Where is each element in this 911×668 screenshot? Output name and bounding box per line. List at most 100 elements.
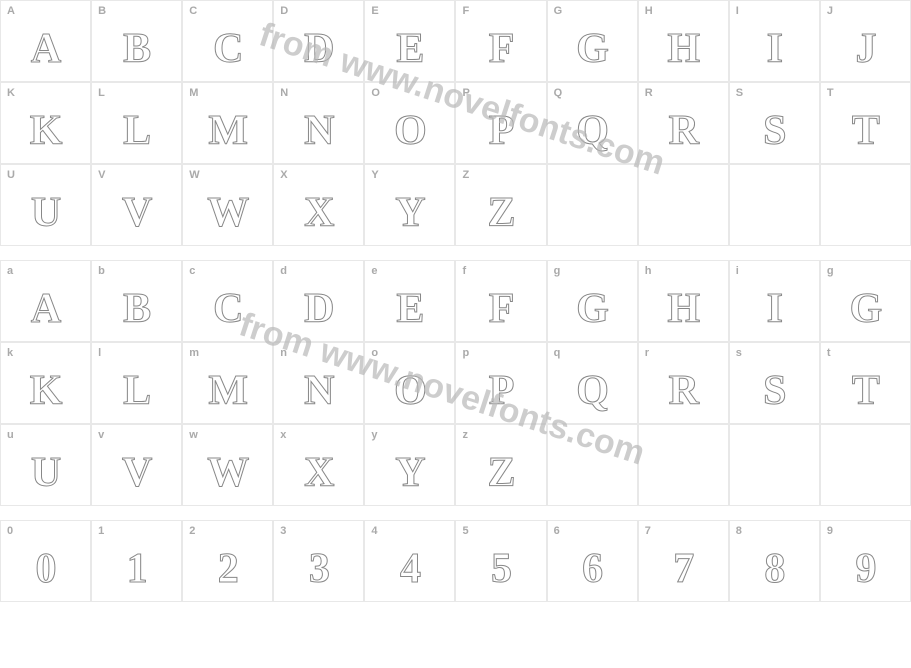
glyph-cell: 88: [729, 520, 820, 602]
spacer-cell: [547, 506, 638, 520]
glyph-character: U: [31, 449, 60, 497]
glyph-cell: KK: [0, 82, 91, 164]
glyph-character: X: [304, 449, 333, 497]
glyph-cell: OO: [364, 82, 455, 164]
glyph-character: Z: [488, 449, 515, 497]
glyph-character: G: [850, 285, 882, 333]
glyph-character: 1: [127, 545, 147, 593]
glyph-key-label: t: [827, 347, 831, 359]
glyph-cell: VV: [91, 164, 182, 246]
glyph-character: B: [123, 285, 150, 333]
spacer-cell: [0, 246, 91, 260]
glyph-cell-blank: [729, 164, 820, 246]
glyph-cell: uU: [0, 424, 91, 506]
glyph-cell-blank: [547, 424, 638, 506]
glyph-key-label: P: [462, 87, 469, 99]
glyph-character: X: [304, 189, 333, 237]
glyph-cell: TT: [820, 82, 911, 164]
glyph-character: P: [489, 107, 514, 155]
glyph-cell: PP: [455, 82, 546, 164]
glyph-key-label: b: [98, 265, 105, 277]
glyph-cell: ZZ: [455, 164, 546, 246]
glyph-cell: RR: [638, 82, 729, 164]
glyph-key-label: Q: [554, 87, 563, 99]
spacer-cell: [820, 506, 911, 520]
glyph-key-label: l: [98, 347, 101, 359]
glyph-key-label: 0: [7, 525, 13, 537]
glyph-key-label: y: [371, 429, 377, 441]
glyph-character: 7: [673, 545, 693, 593]
glyph-character: W: [207, 449, 248, 497]
font-glyph-grid: AABBCCDDEEFFGGHHIIJJKKLLMMNNOOPPQQRRSSTT…: [0, 0, 911, 602]
glyph-cell: xX: [273, 424, 364, 506]
glyph-character: K: [30, 107, 62, 155]
glyph-cell: MM: [182, 82, 273, 164]
glyph-cell: bB: [91, 260, 182, 342]
glyph-cell: lL: [91, 342, 182, 424]
glyph-character: K: [30, 367, 62, 415]
glyph-cell: yY: [364, 424, 455, 506]
glyph-key-label: F: [462, 5, 469, 17]
glyph-cell: WW: [182, 164, 273, 246]
glyph-key-label: B: [98, 5, 106, 17]
glyph-character: A: [31, 25, 60, 73]
spacer-cell: [638, 246, 729, 260]
glyph-cell: aA: [0, 260, 91, 342]
glyph-key-label: 1: [98, 525, 104, 537]
glyph-key-label: 9: [827, 525, 833, 537]
glyph-character: V: [122, 189, 151, 237]
glyph-cell: DD: [273, 0, 364, 82]
glyph-character: M: [208, 367, 247, 415]
glyph-character: D: [304, 285, 333, 333]
spacer-cell: [0, 506, 91, 520]
spacer-cell: [820, 246, 911, 260]
glyph-character: E: [396, 25, 423, 73]
glyph-cell: FF: [455, 0, 546, 82]
glyph-key-label: p: [462, 347, 469, 359]
glyph-character: Y: [395, 189, 424, 237]
glyph-cell: EE: [364, 0, 455, 82]
glyph-character: 9: [855, 545, 875, 593]
glyph-character: T: [852, 107, 879, 155]
glyph-cell-blank: [638, 424, 729, 506]
glyph-cell: gG: [820, 260, 911, 342]
glyph-cell: GG: [547, 0, 638, 82]
glyph-key-label: z: [462, 429, 468, 441]
glyph-cell: gG: [547, 260, 638, 342]
glyph-character: M: [208, 107, 247, 155]
spacer-cell: [638, 506, 729, 520]
glyph-character: L: [123, 107, 150, 155]
glyph-cell: II: [729, 0, 820, 82]
glyph-key-label: G: [554, 5, 563, 17]
glyph-key-label: L: [98, 87, 105, 99]
glyph-character: B: [123, 25, 150, 73]
glyph-character: Z: [488, 189, 515, 237]
glyph-character: Q: [576, 367, 608, 415]
glyph-cell: 44: [364, 520, 455, 602]
glyph-cell: CC: [182, 0, 273, 82]
glyph-character: S: [763, 367, 785, 415]
glyph-key-label: U: [7, 169, 15, 181]
glyph-cell-blank: [820, 164, 911, 246]
glyph-key-label: g: [827, 265, 834, 277]
glyph-cell: QQ: [547, 82, 638, 164]
glyph-character: S: [763, 107, 785, 155]
glyph-cell: vV: [91, 424, 182, 506]
glyph-cell: qQ: [547, 342, 638, 424]
spacer-cell: [729, 506, 820, 520]
spacer-cell: [455, 506, 546, 520]
glyph-character: O: [394, 367, 426, 415]
glyph-key-label: k: [7, 347, 13, 359]
glyph-character: U: [31, 189, 60, 237]
glyph-key-label: m: [189, 347, 199, 359]
glyph-character: H: [667, 285, 699, 333]
glyph-key-label: I: [736, 5, 739, 17]
glyph-character: 6: [582, 545, 602, 593]
glyph-cell: dD: [273, 260, 364, 342]
glyph-key-label: e: [371, 265, 377, 277]
glyph-cell: 33: [273, 520, 364, 602]
glyph-cell: 00: [0, 520, 91, 602]
glyph-cell: tT: [820, 342, 911, 424]
glyph-key-label: 8: [736, 525, 742, 537]
spacer-cell: [273, 246, 364, 260]
